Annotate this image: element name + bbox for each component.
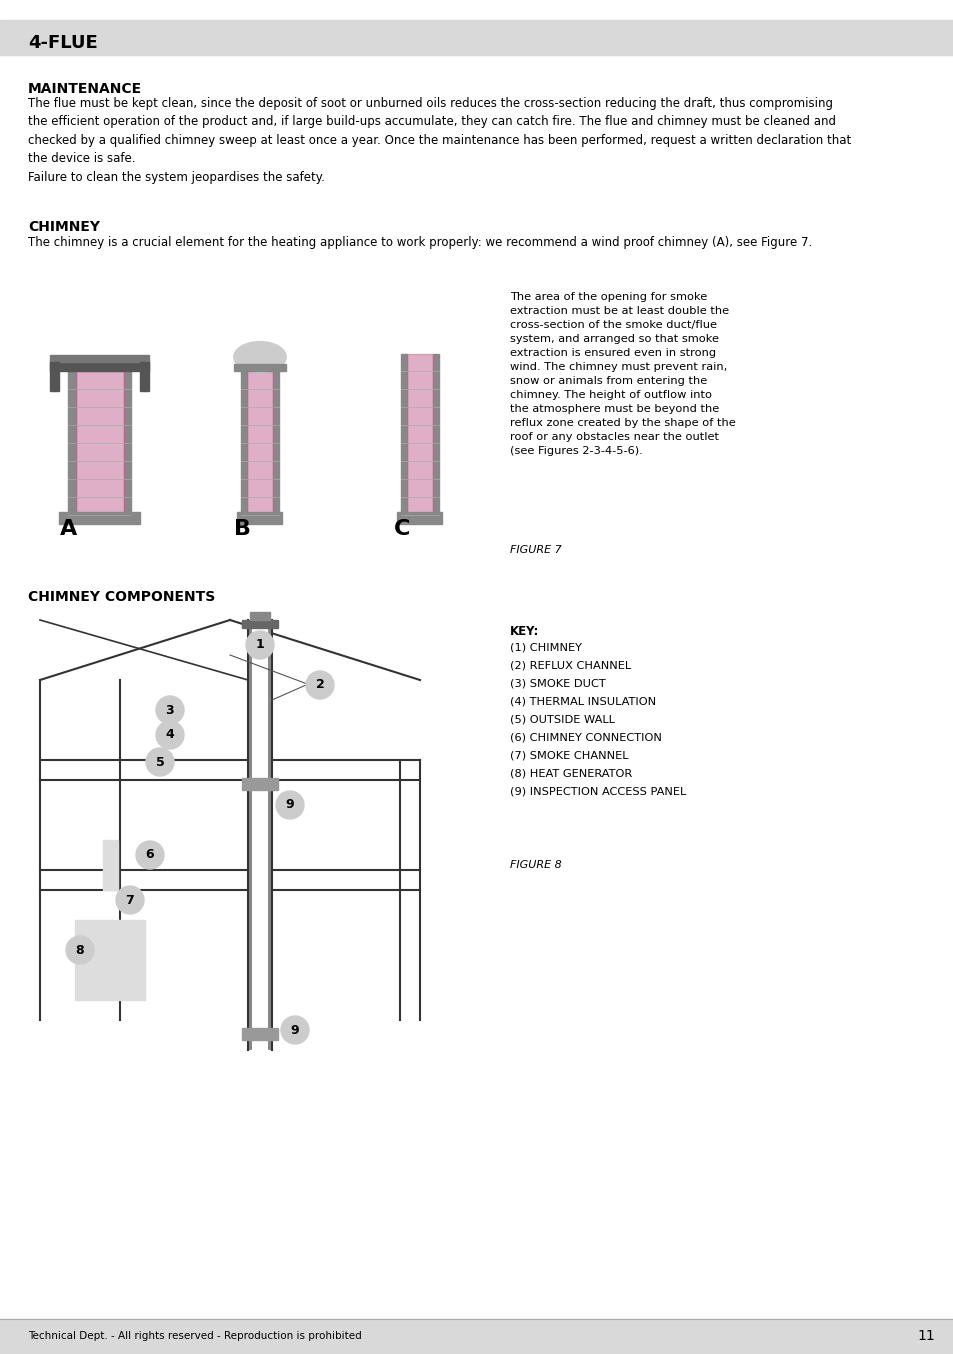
Bar [140, 362, 150, 391]
Text: (6) CHIMNEY CONNECTION: (6) CHIMNEY CONNECTION [510, 733, 661, 743]
Circle shape [116, 886, 144, 914]
Bar [0, 1319, 953, 1354]
Text: 5: 5 [155, 756, 164, 769]
Text: CHIMNEY: CHIMNEY [28, 219, 100, 234]
Bar [75, 919, 145, 1001]
Text: (2) REFLUX CHANNEL: (2) REFLUX CHANNEL [510, 661, 631, 672]
Text: MAINTENANCE: MAINTENANCE [28, 83, 142, 96]
Bar [103, 839, 118, 890]
Text: The chimney is a crucial element for the heating appliance to work properly: we : The chimney is a crucial element for the… [28, 236, 811, 249]
Bar [241, 371, 247, 515]
Bar [248, 620, 272, 1049]
Text: The flue must be kept clean, since the deposit of soot or unburned oils reduces : The flue must be kept clean, since the d… [28, 97, 850, 184]
Circle shape [306, 672, 334, 699]
Circle shape [146, 747, 173, 776]
Text: C: C [394, 520, 410, 539]
Circle shape [156, 720, 184, 749]
Bar [233, 364, 286, 371]
Text: The area of the opening for smoke
extraction must be at least double the
cross-s: The area of the opening for smoke extrac… [510, 292, 735, 456]
Bar [51, 355, 150, 362]
Text: 7: 7 [126, 894, 134, 906]
Bar [75, 371, 124, 515]
Text: A: A [59, 520, 76, 539]
Bar [242, 1028, 277, 1040]
Text: 11: 11 [916, 1330, 934, 1343]
Circle shape [156, 696, 184, 724]
Circle shape [281, 1016, 309, 1044]
Circle shape [66, 936, 94, 964]
Bar [433, 353, 438, 515]
Bar [69, 371, 75, 515]
Ellipse shape [233, 341, 286, 372]
Bar [273, 371, 278, 515]
Text: 8: 8 [75, 944, 84, 956]
Bar [124, 371, 132, 515]
Text: (7) SMOKE CHANNEL: (7) SMOKE CHANNEL [510, 751, 628, 761]
Text: (1) CHIMNEY: (1) CHIMNEY [510, 643, 581, 653]
Text: 4: 4 [166, 728, 174, 742]
Text: (5) OUTSIDE WALL: (5) OUTSIDE WALL [510, 715, 615, 724]
Bar [51, 362, 150, 371]
Text: 9: 9 [285, 799, 294, 811]
Text: 1: 1 [255, 639, 264, 651]
Text: (9) INSPECTION ACCESS PANEL: (9) INSPECTION ACCESS PANEL [510, 787, 685, 798]
Text: (4) THERMAL INSULATION: (4) THERMAL INSULATION [510, 697, 656, 707]
Text: B: B [233, 520, 251, 539]
Text: 3: 3 [166, 704, 174, 716]
Bar [247, 371, 273, 515]
Text: 4-FLUE: 4-FLUE [28, 34, 97, 51]
Text: KEY:: KEY: [510, 626, 538, 638]
Bar [237, 512, 282, 524]
Bar [59, 512, 140, 524]
Text: CHIMNEY COMPONENTS: CHIMNEY COMPONENTS [28, 590, 215, 604]
Text: 2: 2 [315, 678, 324, 692]
Circle shape [275, 791, 304, 819]
Text: 6: 6 [146, 849, 154, 861]
Bar [252, 620, 268, 1049]
Bar [51, 362, 59, 391]
Bar [401, 353, 407, 515]
Bar [397, 512, 442, 524]
Text: FIGURE 7: FIGURE 7 [510, 546, 561, 555]
Bar [242, 779, 277, 789]
Text: (8) HEAT GENERATOR: (8) HEAT GENERATOR [510, 769, 632, 779]
Bar [250, 612, 270, 620]
Text: (3) SMOKE DUCT: (3) SMOKE DUCT [510, 678, 605, 689]
Bar [407, 353, 433, 515]
Bar [0, 20, 953, 56]
Bar [242, 620, 277, 628]
Text: Technical Dept. - All rights reserved - Reproduction is prohibited: Technical Dept. - All rights reserved - … [28, 1331, 361, 1340]
Circle shape [136, 841, 164, 869]
Text: 9: 9 [291, 1024, 299, 1037]
Text: FIGURE 8: FIGURE 8 [510, 860, 561, 871]
Circle shape [246, 631, 274, 659]
